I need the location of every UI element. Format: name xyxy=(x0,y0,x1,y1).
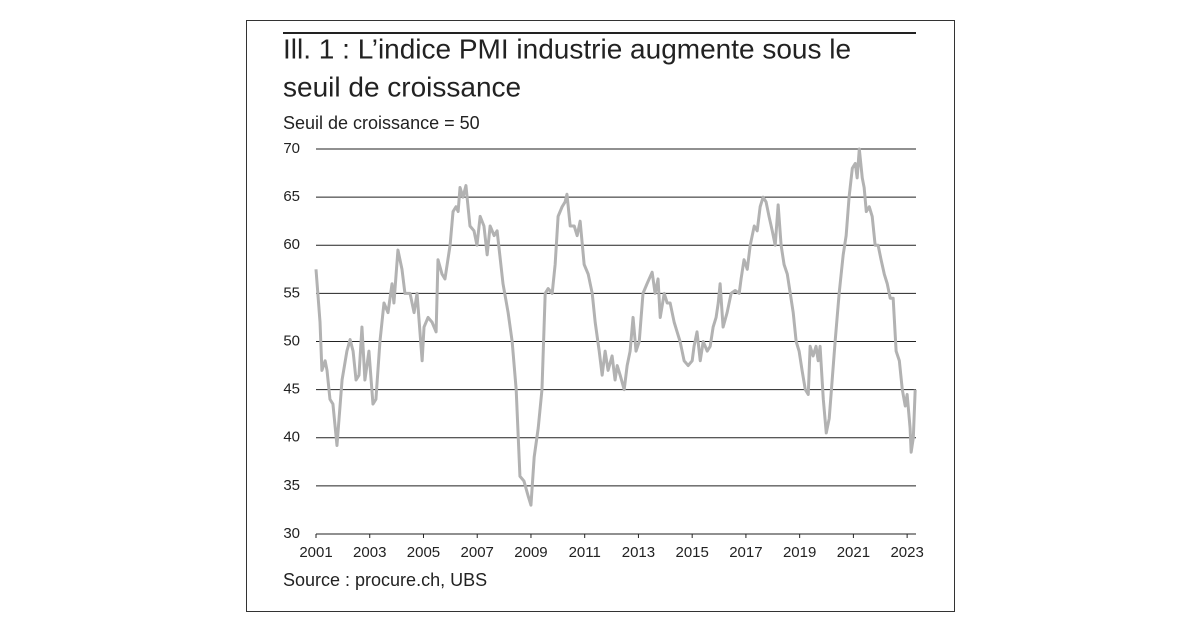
x-tick-label: 2017 xyxy=(729,544,762,561)
x-tick-label: 2001 xyxy=(299,544,332,561)
x-tick-label: 2005 xyxy=(407,544,440,561)
y-tick-label: 30 xyxy=(283,525,300,542)
frame xyxy=(246,20,955,612)
source-note: Source : procure.ch, UBS xyxy=(283,570,487,590)
pmi-line xyxy=(314,147,917,507)
y-tick-label: 55 xyxy=(283,284,300,301)
x-tick-label: 2023 xyxy=(890,544,923,561)
y-tick-label: 60 xyxy=(283,236,300,253)
x-tick-label: 2015 xyxy=(675,544,708,561)
x-tick-label: 2011 xyxy=(569,544,601,561)
x-tick-label: 2003 xyxy=(353,544,386,561)
y-tick-label: 50 xyxy=(283,332,300,349)
x-tick-label: 2019 xyxy=(783,544,816,561)
chart-subtitle: Seuil de croissance = 50 xyxy=(283,113,480,133)
chart-title: seuil de croissance xyxy=(283,71,521,102)
y-tick-label: 65 xyxy=(283,188,300,205)
x-tick-label: 2009 xyxy=(514,544,547,561)
x-tick-label: 2021 xyxy=(837,544,870,561)
y-tick-label: 35 xyxy=(283,477,300,494)
y-tick-label: 40 xyxy=(283,429,300,446)
y-tick-label: 45 xyxy=(283,381,300,398)
y-tick-label: 70 xyxy=(283,140,300,157)
chart-title: Ill. 1 : L’indice PMI industrie augmente… xyxy=(283,33,851,64)
x-tick-label: 2007 xyxy=(461,544,494,561)
x-tick-label: 2013 xyxy=(622,544,655,561)
